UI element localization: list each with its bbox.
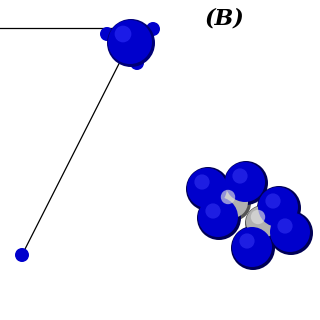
Circle shape [186,167,230,211]
Circle shape [270,212,310,252]
Circle shape [205,204,220,219]
Circle shape [198,197,238,237]
Circle shape [269,211,313,255]
Circle shape [232,168,248,184]
Circle shape [15,248,29,262]
Circle shape [251,210,265,224]
Circle shape [245,205,281,241]
Circle shape [225,162,265,202]
Circle shape [232,227,272,267]
Circle shape [258,187,298,227]
Circle shape [100,27,114,41]
Circle shape [277,218,292,234]
Text: (B): (B) [205,7,245,29]
Circle shape [239,233,255,249]
Circle shape [187,168,227,208]
Circle shape [265,193,281,209]
Circle shape [221,190,235,204]
Circle shape [130,56,144,70]
Circle shape [246,206,278,238]
Circle shape [231,226,275,270]
Circle shape [216,186,248,218]
Circle shape [146,22,160,36]
Circle shape [257,186,301,230]
Circle shape [107,19,155,67]
Circle shape [224,161,268,205]
Circle shape [195,174,210,189]
Circle shape [108,20,152,64]
Circle shape [115,26,132,42]
Circle shape [197,196,241,240]
Circle shape [215,185,251,221]
